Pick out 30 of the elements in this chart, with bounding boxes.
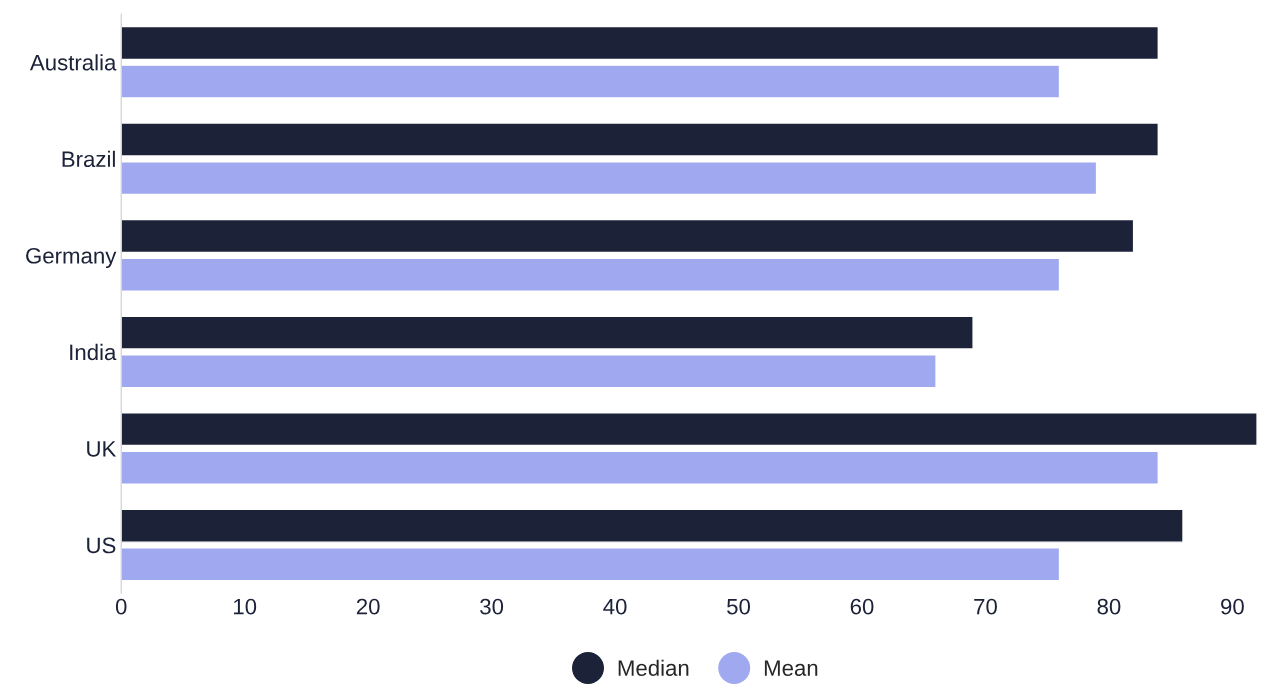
bar [121,547,1061,582]
y-tick-label: Australia [29,54,117,71]
x-tick-label: 10 [234,598,257,615]
bar [121,257,1061,292]
y-tick-label: Brazil [62,150,115,168]
bar [121,160,1098,196]
bar [121,25,1159,61]
x-tick-label: 40 [603,598,627,615]
y-tick-label: UK [87,441,117,457]
x-tick-label: 80 [1097,598,1121,615]
bar [121,315,974,350]
y-tick-label: US [87,537,116,554]
legend-label: Median [618,659,689,676]
x-tick-label: 30 [480,598,504,615]
legend-label: Mean [764,660,818,676]
x-tick-label: 50 [727,598,751,615]
bar [121,450,1159,485]
bar [121,354,937,389]
x-tick-label: 70 [974,598,997,615]
y-tick-label: India [70,343,117,361]
x-tick-label: 90 [1221,598,1244,615]
bar [121,218,1135,254]
bar [121,122,1159,157]
y-tick-label: Germany [26,247,117,269]
x-tick-label: 60 [850,598,874,615]
bar [121,64,1061,99]
bar [121,508,1184,543]
x-tick-label: 20 [356,598,380,615]
x-tick-label: 0 [115,598,127,615]
bar [121,412,1258,447]
